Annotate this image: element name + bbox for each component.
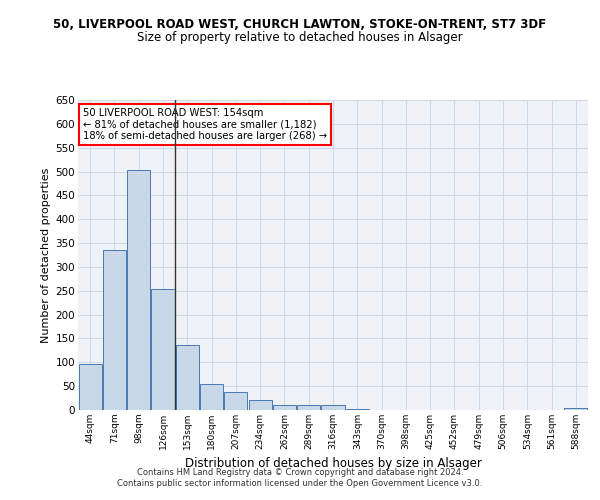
Bar	[79, 364, 101, 410]
Text: 50, LIVERPOOL ROAD WEST, CHURCH LAWTON, STOKE-ON-TRENT, ST7 3DF: 50, LIVERPOOL ROAD WEST, CHURCH LAWTON, …	[53, 18, 547, 30]
Bar	[127, 170, 150, 410]
Bar	[273, 405, 296, 410]
Bar	[297, 405, 320, 410]
Bar	[322, 405, 344, 410]
Text: 50 LIVERPOOL ROAD WEST: 154sqm
← 81% of detached houses are smaller (1,182)
18% : 50 LIVERPOOL ROAD WEST: 154sqm ← 81% of …	[83, 108, 327, 141]
X-axis label: Distribution of detached houses by size in Alsager: Distribution of detached houses by size …	[185, 458, 481, 470]
Text: Size of property relative to detached houses in Alsager: Size of property relative to detached ho…	[137, 31, 463, 44]
Bar	[103, 250, 126, 410]
Text: Contains HM Land Registry data © Crown copyright and database right 2024.
Contai: Contains HM Land Registry data © Crown c…	[118, 468, 482, 487]
Bar	[200, 384, 223, 410]
Bar	[565, 408, 587, 410]
Bar	[151, 290, 175, 410]
Y-axis label: Number of detached properties: Number of detached properties	[41, 168, 52, 342]
Bar	[176, 344, 199, 410]
Bar	[224, 392, 247, 410]
Bar	[248, 400, 272, 410]
Bar	[346, 408, 369, 410]
